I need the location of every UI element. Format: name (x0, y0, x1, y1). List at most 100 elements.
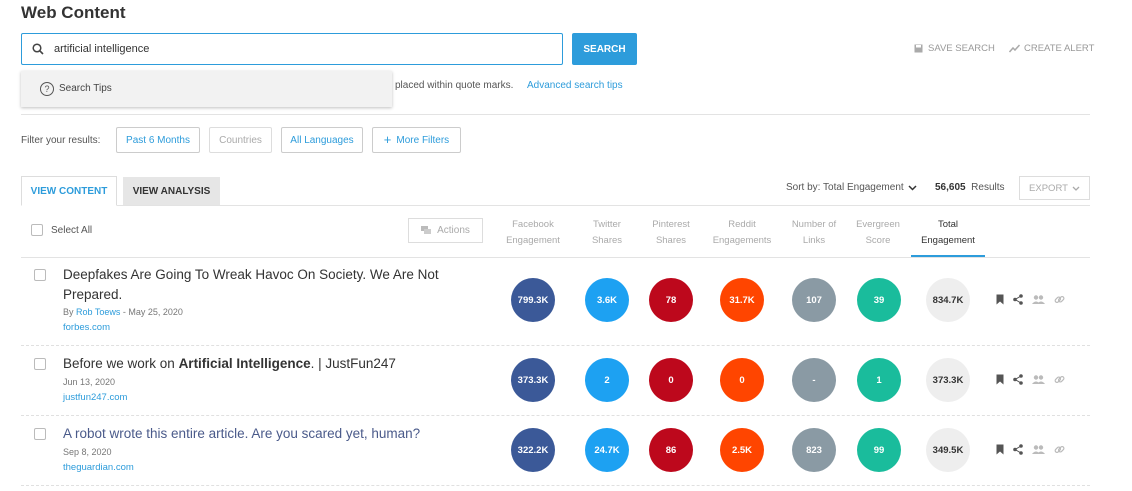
active-sort-indicator (911, 255, 985, 257)
col-total-engagement[interactable]: Total Engagement (921, 219, 975, 246)
article-title[interactable]: Before we work on Artificial Intelligenc… (63, 356, 396, 371)
save-icon (914, 44, 923, 53)
row-checkbox[interactable] (34, 269, 46, 281)
number-of-links-value[interactable]: - (792, 358, 836, 402)
alert-icon (1009, 44, 1020, 53)
search-hint-text: placed within quote marks. (395, 80, 514, 91)
search-tips-dropdown[interactable]: ? Search Tips (21, 71, 392, 107)
more-filters-label: More Filters (396, 134, 450, 146)
filter-past-6-months[interactable]: Past 6 Months (116, 127, 200, 153)
header-divider (21, 257, 1090, 258)
col-evergreen-score[interactable]: Evergreen Score (856, 219, 900, 246)
page-title: Web Content (21, 3, 126, 22)
row-actions (996, 374, 1065, 385)
evergreen-score-value: 39 (857, 278, 901, 322)
save-search-button[interactable]: SAVE SEARCH (914, 43, 995, 54)
bookmark-icon[interactable] (996, 374, 1004, 385)
divider (21, 114, 1090, 115)
actions-label: Actions (437, 225, 470, 236)
link-icon[interactable] (1054, 444, 1065, 455)
facebook-engagement-value: 322.2K (511, 428, 555, 472)
article-author[interactable]: Rob Toews (76, 307, 121, 317)
article-domain[interactable]: forbes.com (63, 322, 110, 333)
export-button[interactable]: EXPORT (1019, 176, 1090, 200)
search-input[interactable] (54, 40, 534, 58)
results-number: 56,605 (935, 182, 966, 193)
create-alert-button[interactable]: CREATE ALERT (1009, 43, 1094, 54)
reddit-engagements-value: 2.5K (720, 428, 764, 472)
col-number-of-links[interactable]: Number of Links (791, 219, 837, 246)
search-tips-label: Search Tips (59, 83, 112, 94)
row-divider (21, 485, 1090, 486)
select-all-label: Select All (51, 225, 93, 236)
facebook-engagement-value: 799.3K (511, 278, 555, 322)
save-search-label: SAVE SEARCH (928, 43, 995, 54)
row-actions (996, 294, 1065, 305)
col-facebook-engagement[interactable]: Facebook Engagement (506, 219, 560, 246)
facebook-engagement-value: 373.3K (511, 358, 555, 402)
chevron-down-icon (908, 184, 917, 191)
share-icon[interactable] (1013, 374, 1023, 385)
link-icon[interactable] (1054, 374, 1065, 385)
share-icon[interactable] (1013, 444, 1023, 455)
evergreen-score-value: 99 (857, 428, 901, 472)
search-icon (32, 43, 44, 55)
create-alert-label: CREATE ALERT (1024, 43, 1095, 54)
pinterest-shares-value: 86 (649, 428, 693, 472)
actions-button[interactable]: Actions (408, 218, 483, 243)
col-pinterest-shares[interactable]: Pinterest Shares (652, 219, 690, 246)
filter-all-languages[interactable]: All Languages (281, 127, 363, 153)
advanced-search-tips-link[interactable]: Advanced search tips (527, 80, 623, 91)
bookmark-icon[interactable] (996, 444, 1004, 455)
twitter-shares-value: 24.7K (585, 428, 629, 472)
export-label: EXPORT (1029, 182, 1068, 194)
tab-view-analysis[interactable]: VIEW ANALYSIS (123, 177, 220, 206)
tab-view-content[interactable]: VIEW CONTENT (21, 176, 117, 206)
number-of-links-value[interactable]: 823 (792, 428, 836, 472)
article-domain[interactable]: theguardian.com (63, 462, 134, 473)
row-divider (21, 345, 1090, 346)
twitter-shares-value: 2 (585, 358, 629, 402)
twitter-shares-value: 3.6K (585, 278, 629, 322)
reddit-engagements-value: 31.7K (720, 278, 764, 322)
results-label: Results (971, 182, 1005, 193)
total-engagement-value: 349.5K (926, 428, 970, 472)
link-icon[interactable] (1054, 294, 1065, 305)
row-divider (21, 415, 1090, 416)
plus-icon: + (383, 132, 392, 147)
select-all-checkbox[interactable] (31, 224, 43, 236)
sort-dropdown[interactable]: Sort by: Total Engagement (786, 182, 917, 193)
users-icon[interactable] (1032, 445, 1045, 454)
users-icon[interactable] (1032, 375, 1045, 384)
row-actions (996, 444, 1065, 455)
col-reddit-engagements[interactable]: Reddit Engagements (712, 219, 772, 246)
question-icon: ? (40, 82, 54, 96)
chevron-down-icon (1072, 186, 1080, 191)
reddit-engagements-value: 0 (720, 358, 764, 402)
row-checkbox[interactable] (34, 358, 46, 370)
tabs-divider (21, 205, 1090, 206)
chat-icon (421, 226, 432, 234)
article-domain[interactable]: justfun247.com (63, 392, 128, 403)
article-meta: Jun 13, 2020 (63, 377, 116, 387)
evergreen-score-value: 1 (857, 358, 901, 402)
article-title[interactable]: A robot wrote this entire article. Are y… (63, 426, 421, 441)
users-icon[interactable] (1032, 295, 1045, 304)
sort-label: Sort by: Total Engagement (786, 182, 904, 193)
row-checkbox[interactable] (34, 428, 46, 440)
article-title[interactable]: Deepfakes Are Going To Wreak Havoc On So… (63, 267, 439, 302)
more-filters-button[interactable]: + More Filters (372, 127, 461, 153)
search-box[interactable] (21, 33, 563, 65)
number-of-links-value[interactable]: 107 (792, 278, 836, 322)
col-twitter-shares[interactable]: Twitter Shares (591, 219, 623, 246)
share-icon[interactable] (1013, 294, 1023, 305)
article-meta: By Rob Toews - May 25, 2020 (63, 307, 183, 317)
filter-label: Filter your results: (21, 135, 101, 146)
filter-countries[interactable]: Countries (209, 127, 272, 153)
total-engagement-value: 373.3K (926, 358, 970, 402)
search-button[interactable]: SEARCH (572, 33, 637, 65)
results-count: 56,605 Results (935, 182, 1005, 193)
bookmark-icon[interactable] (996, 294, 1004, 305)
pinterest-shares-value: 78 (649, 278, 693, 322)
pinterest-shares-value: 0 (649, 358, 693, 402)
